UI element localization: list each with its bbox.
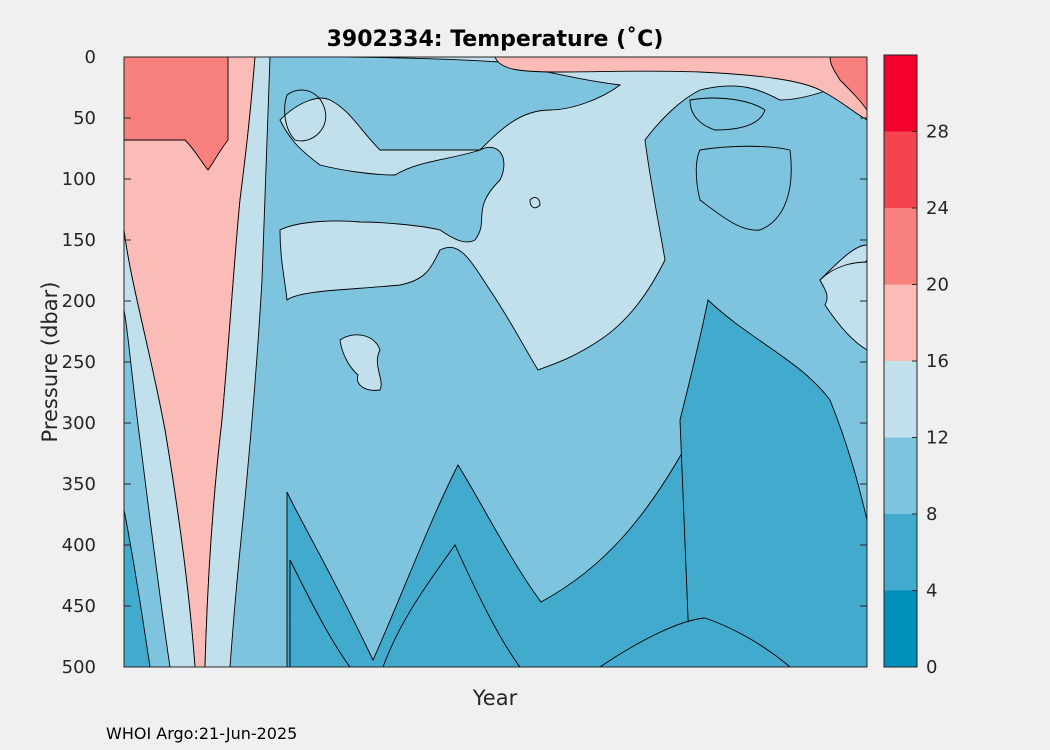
x-axis-label: Year <box>472 686 518 710</box>
colorbar-segment <box>884 208 917 285</box>
contour-band-20-24-top-right <box>829 57 867 111</box>
y-tick-label: 350 <box>62 474 96 495</box>
colorbar-segment <box>884 590 917 667</box>
plot-area <box>123 56 868 668</box>
contour-band-0-4-core-b <box>382 544 521 667</box>
colorbar-tick-label: 4 <box>926 581 937 602</box>
contour-line-d <box>529 197 541 209</box>
contour-line-c <box>689 97 766 131</box>
y-tick-label: 200 <box>62 291 96 312</box>
contour-band-16-20-top-right <box>494 57 867 121</box>
y-tick-label: 100 <box>62 169 96 190</box>
y-tick-label: 300 <box>62 413 96 434</box>
contour-band-12-16-blob <box>339 334 382 391</box>
y-tick-label: 450 <box>62 596 96 617</box>
contour-line-a <box>284 89 327 142</box>
colorbar-segment <box>884 514 917 591</box>
colorbar-tick-label: 28 <box>926 122 949 143</box>
footer-credit: WHOI Argo:21-Jun-2025 <box>106 724 298 743</box>
contour-band-12-16-upper <box>279 57 867 371</box>
colorbar-segment <box>884 131 917 208</box>
y-axis: 0 50 100 150 200 250 300 350 400 450 500 <box>62 47 867 678</box>
y-tick-label: 400 <box>62 535 96 556</box>
colorbar-tick-label: 16 <box>926 351 949 372</box>
colorbar-tick-label: 20 <box>926 275 949 296</box>
contour-band-0-4-core-c <box>599 617 791 667</box>
y-tick-label: 500 <box>62 657 96 678</box>
colorbar: 0 4 8 12 16 20 24 28 <box>883 54 949 678</box>
contour-line-b <box>695 145 792 231</box>
colorbar-tick-label: 12 <box>926 428 949 449</box>
colorbar-segment <box>884 284 917 361</box>
colorbar-tick-label: 24 <box>926 198 949 219</box>
y-tick-label: 0 <box>85 47 96 68</box>
contour-band-4-8-right-top <box>679 299 867 667</box>
contour-band-12-16-right <box>819 261 867 351</box>
colorbar-tick-label: 0 <box>926 657 937 678</box>
colorbar-segment <box>884 361 917 438</box>
chart-title: 3902334: Temperature (˚C) <box>327 27 664 52</box>
y-axis-label: Pressure (dbar) <box>38 282 62 443</box>
colorbar-tick-label: 8 <box>926 504 937 525</box>
contour-band-20-24-left <box>124 57 229 171</box>
contour-fills <box>124 57 867 667</box>
y-tick-label: 250 <box>62 352 96 373</box>
colorbar-segment <box>884 55 917 132</box>
y-tick-label: 50 <box>73 108 96 129</box>
contour-band-12-16-strip <box>204 57 271 667</box>
colorbar-segment <box>884 437 917 514</box>
y-tick-label: 150 <box>62 230 96 251</box>
